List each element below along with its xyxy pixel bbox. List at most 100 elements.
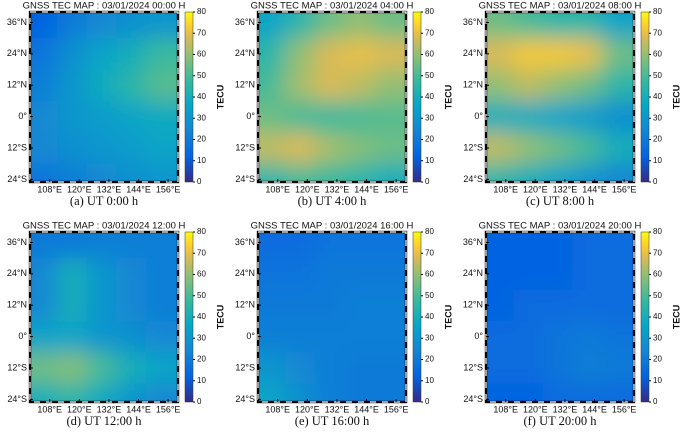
x-tick-label: 156°E: [384, 184, 409, 194]
x-tick-label: 144°E: [126, 404, 151, 414]
tec-cell: [601, 132, 634, 165]
tec-cell: [486, 163, 514, 182]
y-tick-label: 0°: [18, 111, 27, 121]
tec-cell: [145, 383, 178, 402]
x-tick-label: 108°E: [265, 184, 290, 194]
tec-cell: [57, 352, 88, 385]
tec-cell: [258, 163, 286, 182]
tec-cell: [86, 289, 117, 322]
tec-cell: [116, 163, 147, 182]
tec-cell: [542, 38, 573, 71]
x-tick-label: 132°E: [325, 404, 350, 414]
x-tick-label: 120°E: [67, 404, 92, 414]
tec-cell: [542, 100, 573, 133]
tec-cell: [314, 163, 345, 182]
panel-caption: (d) UT 12:00 h: [66, 414, 142, 428]
colorbar-tick-label: 40: [197, 312, 206, 321]
tec-cell: [486, 38, 514, 71]
tec-cell: [513, 163, 544, 182]
x-tick-label: 120°E: [523, 184, 548, 194]
tec-cell: [57, 289, 88, 322]
tec-cell: [116, 100, 147, 133]
y-tick-label: 12°N: [7, 80, 27, 90]
tec-cell: [373, 100, 406, 133]
y-tick-label: 0°: [18, 331, 27, 341]
colorbar-label: TECU: [671, 305, 680, 330]
map-frame-dash: [257, 231, 407, 403]
colorbar-tick-label: 80: [425, 227, 434, 236]
x-tick-label: 108°E: [37, 404, 62, 414]
tec-cell: [601, 38, 634, 71]
x-tick-label: 132°E: [553, 184, 578, 194]
x-tick-label: 120°E: [67, 184, 92, 194]
y-tick-label: 36°N: [463, 17, 483, 27]
tec-cell: [86, 132, 117, 165]
colorbar-tick-label: 70: [653, 248, 662, 257]
x-tick-label: 144°E: [354, 404, 379, 414]
colorbar-label: TECU: [215, 305, 225, 330]
tec-cell: [86, 12, 117, 39]
tec-cell: [285, 12, 316, 39]
tec-cell: [601, 12, 634, 39]
tec-cell: [314, 352, 345, 385]
tec-cell: [486, 383, 514, 402]
tec-cell: [86, 232, 117, 259]
tec-cell: [373, 258, 406, 291]
colorbar-tick-label: 60: [197, 270, 206, 279]
colorbar-tick-label: 30: [197, 113, 206, 122]
y-tick-label: 12°S: [235, 142, 255, 152]
tec-cell: [145, 352, 178, 385]
y-tick-label: 36°N: [235, 17, 255, 27]
tec-cell: [314, 232, 345, 259]
tec-cell: [513, 38, 544, 71]
tec-cell: [145, 38, 178, 71]
x-tick-label: 108°E: [265, 404, 290, 414]
tec-cell: [314, 289, 345, 322]
tec-field: [30, 12, 178, 182]
tec-cell: [373, 12, 406, 39]
tec-cell: [145, 12, 178, 39]
x-tick-label: 132°E: [97, 184, 122, 194]
colorbar: [640, 11, 650, 183]
tec-cell: [145, 289, 178, 322]
y-tick-label: 36°N: [235, 237, 255, 247]
colorbar-tick-label: 60: [197, 50, 206, 59]
tec-cell: [285, 258, 316, 291]
x-tick-label: 120°E: [295, 404, 320, 414]
y-tick-label: 12°S: [235, 362, 255, 372]
tec-field-blur: [486, 232, 634, 402]
tec-cell: [344, 100, 375, 133]
x-tick-label: 144°E: [126, 184, 151, 194]
colorbar-tick-label: 80: [425, 7, 434, 16]
colorbar-tick-label: 40: [425, 92, 434, 101]
colorbar-tick-label: 0: [425, 397, 430, 406]
tec-cell: [258, 38, 286, 71]
tec-cell: [344, 352, 375, 385]
panel-caption: (a) UT 0:00 h: [70, 194, 139, 208]
panel-caption: (e) UT 16:00 h: [295, 414, 370, 428]
tec-cell: [373, 352, 406, 385]
tec-cell: [30, 100, 58, 133]
tec-cell: [258, 383, 286, 402]
tec-cell: [314, 132, 345, 165]
colorbar-label: TECU: [671, 85, 680, 110]
y-tick-label: 0°: [474, 331, 483, 341]
tec-cell: [285, 383, 316, 402]
panel-caption: (b) UT 4:00 h: [298, 194, 368, 208]
tec-cell: [145, 132, 178, 165]
x-tick-label: 108°E: [37, 184, 62, 194]
tec-cell: [145, 100, 178, 133]
tec-cell: [116, 320, 147, 353]
colorbar-tick-label: 20: [197, 135, 206, 144]
x-tick-label: 156°E: [156, 184, 181, 194]
tec-cell: [258, 132, 286, 165]
tec-cell: [57, 320, 88, 353]
tec-cell: [572, 289, 603, 322]
map-frame-dash: [485, 11, 635, 183]
tec-cell: [572, 132, 603, 165]
panel-title: GNSS TEC MAP : 03/01/2024 08:00 H: [479, 1, 642, 12]
tec-cell: [116, 232, 147, 259]
colorbar-tick-label: 80: [653, 227, 662, 236]
tec-cell: [116, 352, 147, 385]
tec-cell: [285, 38, 316, 71]
